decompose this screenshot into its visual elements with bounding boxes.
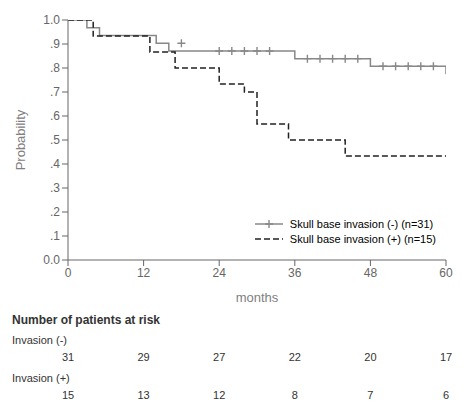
svg-text:60: 60: [439, 266, 453, 280]
svg-text:.9: .9: [50, 37, 60, 51]
svg-text:13: 13: [137, 389, 149, 401]
html-text:Skull base invasion (-) (n=31): Skull base invasion (-) (n=31): [289, 218, 434, 230]
svg-text:.4: .4: [50, 157, 60, 171]
svg-text:Probability: Probability: [13, 109, 28, 170]
svg-text:0.0: 0.0: [43, 253, 60, 267]
svg-text:.2: .2: [50, 205, 60, 219]
svg-text:24: 24: [213, 266, 227, 280]
svg-text:17: 17: [440, 351, 452, 363]
svg-text:7: 7: [367, 389, 373, 401]
svg-text:22: 22: [289, 351, 301, 363]
svg-text:12: 12: [137, 266, 151, 280]
html-text:Skull base invasion (+) (n=15): Skull base invasion (+) (n=15): [289, 233, 436, 245]
svg-text:48: 48: [364, 266, 378, 280]
svg-text:months: months: [236, 290, 279, 305]
svg-text:.5: .5: [50, 133, 60, 147]
svg-text:15: 15: [62, 389, 74, 401]
svg-text:Invasion (-): Invasion (-): [12, 334, 67, 346]
svg-text:8: 8: [292, 389, 298, 401]
svg-text:Invasion (+): Invasion (+): [12, 372, 70, 384]
svg-text:36: 36: [288, 266, 302, 280]
svg-text:20: 20: [364, 351, 376, 363]
svg-text:29: 29: [137, 351, 149, 363]
svg-text:31: 31: [62, 351, 74, 363]
svg-text:12: 12: [213, 389, 225, 401]
svg-text:Number of patients at risk: Number of patients at risk: [12, 313, 160, 327]
svg-text:0: 0: [65, 266, 72, 280]
svg-text:1.0: 1.0: [43, 13, 60, 27]
svg-text:6: 6: [443, 389, 449, 401]
svg-text:.8: .8: [50, 61, 60, 75]
svg-text:.6: .6: [50, 109, 60, 123]
svg-text:27: 27: [213, 351, 225, 363]
svg-text:.7: .7: [50, 85, 60, 99]
svg-text:.1: .1: [50, 229, 60, 243]
svg-text:.3: .3: [50, 181, 60, 195]
